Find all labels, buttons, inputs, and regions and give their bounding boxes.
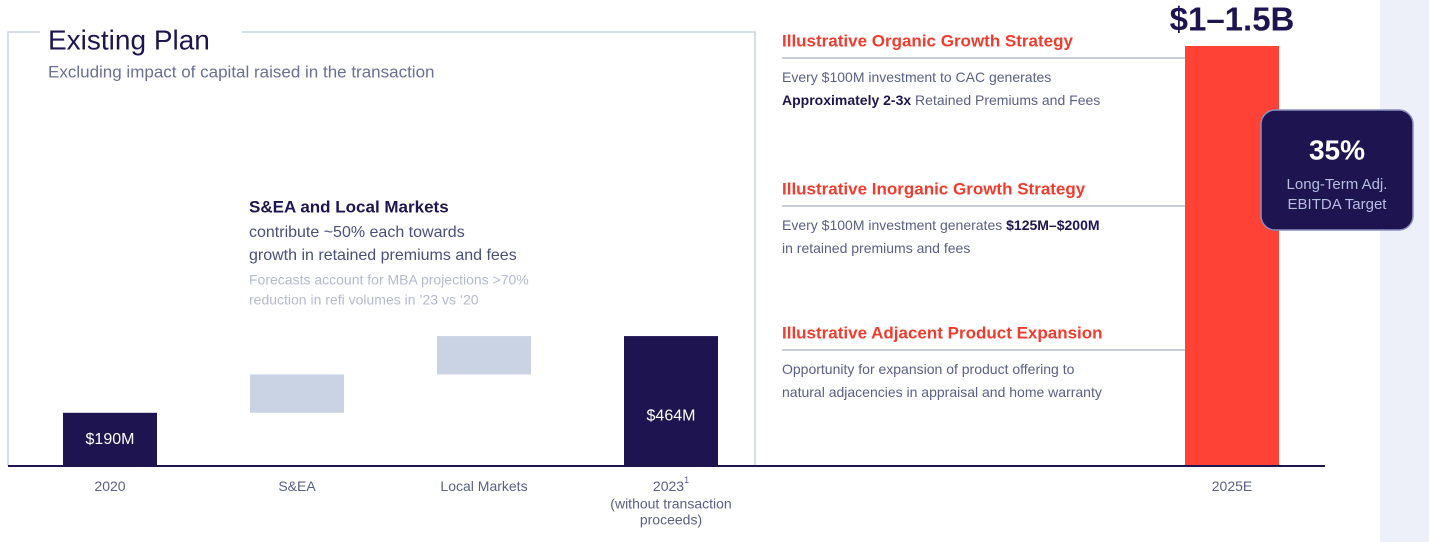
strategy-description: Approximately 2-3x Retained Premiums and…: [782, 92, 1100, 108]
description-segment: in retained premiums and fees: [782, 240, 970, 256]
category: 2023: [653, 478, 684, 494]
bar: [63, 412, 157, 466]
x-tick-label: 2020: [94, 478, 125, 494]
description-segment: Every $100M investment generates: [782, 217, 1006, 233]
badge: [1260, 109, 1414, 231]
strategy-description: Every $100M investment to CAC generates: [782, 69, 1051, 85]
value-label: $1–1.5B: [1170, 1, 1295, 38]
badge-line: EBITDA Target: [1288, 196, 1388, 213]
x-tick-label: S&EA: [278, 478, 316, 494]
value-label: $464M: [647, 407, 696, 424]
badge-line: Long-Term Adj.: [1287, 176, 1388, 193]
strategy-title: Illustrative Organic Growth Strategy: [782, 31, 1074, 50]
bar: [437, 336, 531, 375]
bar: [1185, 46, 1279, 466]
category: 2020: [94, 478, 125, 494]
category: Local Markets: [440, 478, 527, 494]
x-tick-label: 2025E: [1212, 478, 1252, 494]
annotation-heading: S&EA and Local Markets: [249, 197, 449, 216]
description-segment: Approximately 2-3x: [782, 92, 911, 108]
strategy-description: Opportunity for expansion of product off…: [782, 361, 1075, 377]
panel-title: Existing Plan: [48, 24, 210, 55]
bar: [624, 336, 718, 466]
category-footnote: 1: [684, 475, 689, 485]
x-tick-label: Local Markets: [440, 478, 527, 494]
strategy-description: Every $100M investment generates $125M–$…: [782, 217, 1100, 233]
description-segment: Every $100M investment to CAC generates: [782, 69, 1051, 85]
description-segment: Opportunity for expansion of product off…: [782, 361, 1075, 377]
value-label: $190M: [86, 431, 135, 448]
annotation-line: growth in retained premiums and fees: [249, 247, 517, 264]
description-segment: Retained Premiums and Fees: [911, 92, 1100, 108]
category-sublabel: proceeds): [640, 512, 702, 528]
bar: [250, 374, 344, 413]
x-tick-label: 20231: [653, 475, 689, 493]
panel-subtitle: Excluding impact of capital raised in th…: [48, 62, 434, 81]
annotation-note: Forecasts account for MBA projections >7…: [249, 272, 529, 288]
description-segment: $125M–$200M: [1006, 217, 1099, 233]
description-segment: natural adjacencies in appraisal and hom…: [782, 384, 1102, 400]
side-strip: [1380, 0, 1429, 542]
annotation-line: contribute ~50% each towards: [249, 224, 465, 241]
panel-border: [7, 31, 756, 466]
annotation-note: reduction in refi volumes in ’23 vs ‘20: [249, 292, 479, 308]
category-sublabel: (without transaction: [610, 496, 731, 512]
strategy-description: natural adjacencies in appraisal and hom…: [782, 384, 1102, 400]
strategy-title: Illustrative Adjacent Product Expansion: [782, 323, 1103, 342]
strategy-title: Illustrative Inorganic Growth Strategy: [782, 179, 1086, 198]
category: 2025E: [1212, 478, 1252, 494]
badge-value: 35%: [1309, 134, 1365, 165]
category: S&EA: [278, 478, 316, 494]
strategy-description: in retained premiums and fees: [782, 240, 970, 256]
